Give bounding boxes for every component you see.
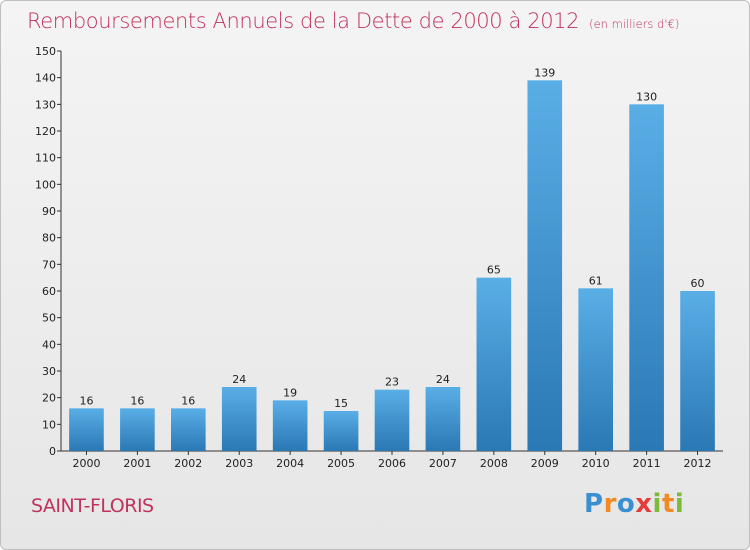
x-tick-label: 2008 — [480, 457, 508, 470]
bar-value-label: 24 — [232, 373, 246, 386]
y-tick-label: 90 — [42, 205, 56, 218]
x-axis: 2000 2001 2002 2003 2004 2005 2006 2007 2008 2009… — [61, 450, 723, 470]
bar — [272, 400, 308, 451]
x-tick-label: 2011 — [633, 457, 661, 470]
bar — [120, 408, 155, 451]
logo-letter: i — [674, 489, 685, 519]
y-tick-label: 130 — [35, 98, 56, 111]
y-tick-label: 60 — [42, 285, 56, 298]
x-tick-label: 2012 — [684, 457, 712, 470]
y-tick-label: 140 — [35, 72, 56, 85]
bar-value-label: 139 — [534, 66, 555, 79]
bar-value-label: 65 — [487, 264, 501, 277]
bar-value-label: 15 — [334, 397, 348, 410]
bar — [578, 288, 614, 451]
bar — [221, 387, 257, 451]
y-tick-label: 0 — [49, 445, 56, 458]
bar — [69, 408, 104, 451]
x-tick-label: 2001 — [123, 457, 151, 470]
logo-letter: P — [584, 489, 604, 519]
bar-value-label: 16 — [79, 394, 93, 407]
bar — [680, 291, 715, 451]
y-tick-label: 70 — [42, 258, 56, 271]
y-axis: 0 10 20 30 40 50 60 70 80 90 100 110 120 130 140 150 — [35, 45, 62, 458]
bar — [374, 389, 410, 451]
bar-value-label: 60 — [691, 277, 705, 290]
x-tick-label: 2002 — [174, 457, 202, 470]
bar — [323, 411, 359, 451]
y-tick-label: 20 — [42, 392, 56, 405]
x-tick-label: 2009 — [531, 457, 559, 470]
y-tick-label: 120 — [35, 125, 56, 138]
bar-value-label: 24 — [436, 373, 450, 386]
bar — [170, 408, 206, 451]
y-tick-label: 50 — [42, 312, 56, 325]
logo-letter: o — [616, 489, 636, 519]
y-tick-label: 110 — [35, 152, 56, 165]
x-tick-label: 2004 — [276, 457, 304, 470]
x-tick-label: 2003 — [225, 457, 253, 470]
bars: 16 16 16 24 19 15 23 24 65 139 61 130 60 — [69, 66, 715, 451]
chart-title: Remboursements Annuels de la Dette de 20… — [27, 9, 679, 33]
x-tick-label: 2007 — [429, 457, 457, 470]
logo-letter: x — [635, 489, 653, 519]
commune-name: SAINT-FLORIS — [31, 495, 154, 517]
logo-letter: t — [661, 489, 675, 519]
bar — [629, 104, 664, 451]
bar — [425, 387, 461, 451]
x-tick-label: 2006 — [378, 457, 406, 470]
x-tick-label: 2010 — [582, 457, 610, 470]
x-tick-label: 2000 — [72, 457, 100, 470]
bar-value-label: 23 — [385, 376, 399, 389]
chart-title-text: Remboursements Annuels de la Dette de 20… — [27, 9, 580, 33]
bar-value-label: 61 — [589, 274, 603, 287]
bar-value-label: 16 — [181, 394, 195, 407]
logo-letter: i — [652, 489, 662, 519]
y-tick-label: 80 — [42, 232, 56, 245]
y-tick-label: 100 — [35, 178, 56, 191]
bar-value-label: 130 — [636, 90, 657, 103]
y-tick-label: 40 — [42, 338, 56, 351]
bar — [527, 80, 563, 451]
bar-value-label: 16 — [130, 394, 144, 407]
y-tick-label: 10 — [42, 418, 56, 431]
bar — [476, 277, 512, 451]
bar-value-label: 19 — [283, 386, 297, 399]
y-tick-label: 150 — [35, 45, 56, 58]
x-tick-label: 2005 — [327, 457, 355, 470]
proxiti-logo[interactable]: Proxiti — [584, 489, 684, 519]
y-tick-label: 30 — [42, 365, 56, 378]
logo-letter: r — [603, 489, 617, 519]
chart-subtitle: (en milliers d'€) — [589, 17, 680, 31]
